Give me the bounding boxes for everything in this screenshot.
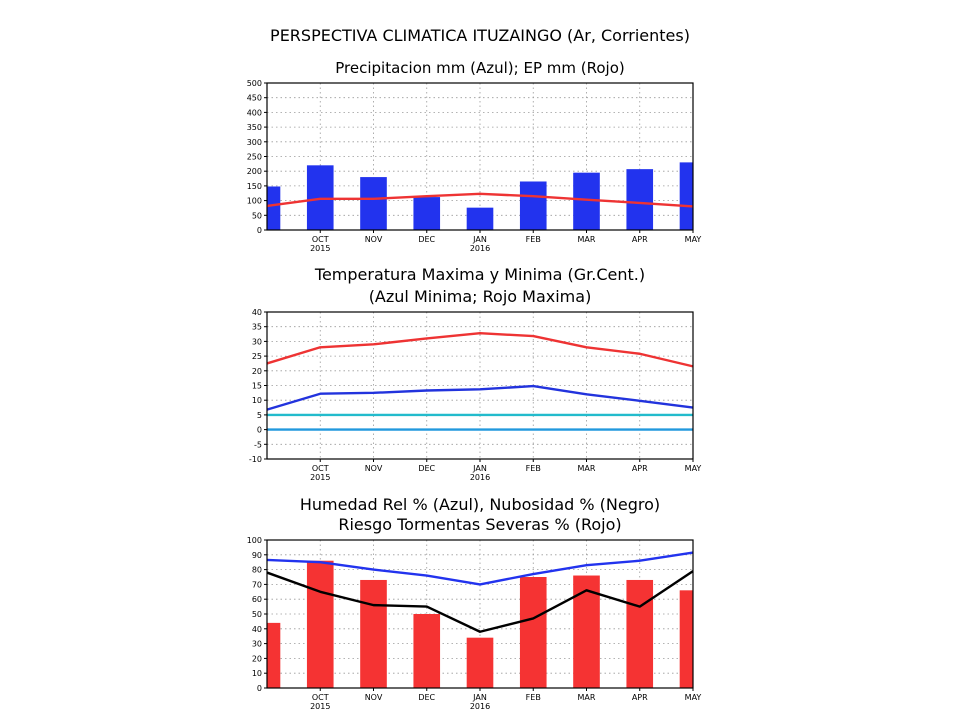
y-tick-label: 20: [252, 367, 262, 376]
x-tick-label: DEC: [418, 464, 435, 473]
bar-feb: [519, 181, 547, 230]
y-tick-label: 25: [252, 352, 262, 361]
chart-subtitle: Riesgo Tormentas Severas % (Rojo): [338, 515, 621, 534]
year-label: 2016: [470, 702, 490, 711]
y-tick-label: 30: [252, 640, 262, 649]
y-tick-label: 80: [252, 566, 262, 575]
x-tick-label: APR: [632, 693, 648, 702]
y-tick-label: 200: [247, 167, 262, 176]
bar-apr: [626, 169, 654, 230]
year-label: 2015: [310, 473, 330, 482]
y-tick-label: 100: [247, 536, 262, 545]
bar-may: [679, 590, 693, 688]
x-tick-label: APR: [632, 464, 648, 473]
year-label: 2016: [470, 244, 490, 253]
y-tick-label: 0: [257, 426, 262, 435]
bar-may: [679, 162, 693, 230]
chart-subtitle: (Azul Minima; Rojo Maxima): [369, 287, 592, 306]
y-tick-label: 90: [252, 551, 262, 560]
y-tick-label: 0: [257, 684, 262, 693]
y-tick-label: 500: [247, 79, 262, 88]
y-tick-label: 50: [252, 211, 262, 220]
x-tick-label: OCT: [312, 693, 329, 702]
y-tick-label: 350: [247, 123, 262, 132]
y-tick-label: 20: [252, 654, 262, 663]
x-tick-label: NOV: [365, 693, 383, 702]
chart-panel-3: Humedad Rel % (Azul), Nubosidad % (Negro…: [247, 495, 702, 711]
year-label: 2016: [470, 473, 490, 482]
bar-dec: [413, 197, 441, 230]
x-tick-label: MAR: [578, 464, 596, 473]
year-label: 2015: [310, 702, 330, 711]
y-tick-label: 400: [247, 108, 262, 117]
y-tick-label: 10: [252, 669, 262, 678]
y-tick-label: -5: [254, 440, 262, 449]
x-tick-label: NOV: [365, 235, 383, 244]
bar-oct: [306, 560, 334, 688]
x-tick-label: JAN: [472, 464, 487, 473]
y-tick-label: 250: [247, 153, 262, 162]
y-tick-label: 60: [252, 595, 262, 604]
bar-jan: [466, 207, 494, 230]
bar-nov: [360, 579, 387, 688]
y-tick-label: 30: [252, 337, 262, 346]
x-tick-label: JAN: [472, 235, 487, 244]
y-tick-label: 35: [252, 323, 262, 332]
chart-panel-1: Precipitacion mm (Azul); EP mm (Rojo) 0 50…: [247, 59, 702, 253]
x-tick-label: MAY: [685, 464, 702, 473]
x-tick-label: FEB: [526, 235, 541, 244]
main-title: PERSPECTIVA CLIMATICA ITUZAINGO (Ar, Cor…: [270, 26, 690, 45]
y-tick-label: 5: [257, 411, 262, 420]
bar-nov: [360, 177, 387, 230]
x-tick-label: FEB: [526, 464, 541, 473]
y-tick-label: -10: [249, 455, 262, 464]
x-tick-label: MAR: [578, 235, 596, 244]
y-tick-label: 450: [247, 94, 262, 103]
x-tick-label: OCT: [312, 464, 329, 473]
x-tick-label: MAY: [685, 235, 702, 244]
x-tick-label: JAN: [472, 693, 487, 702]
bar-jan: [466, 637, 494, 688]
x-tick-label: NOV: [365, 464, 383, 473]
x-tick-label: FEB: [526, 693, 541, 702]
bar-sep: [267, 186, 281, 230]
bar-dec: [413, 614, 441, 688]
bar-sep: [267, 622, 281, 688]
x-tick-label: MAY: [685, 693, 702, 702]
bar-feb: [519, 577, 547, 688]
chart-title: Precipitacion mm (Azul); EP mm (Rojo): [335, 59, 624, 77]
y-tick-label: 100: [247, 197, 262, 206]
y-tick-label: 0: [257, 226, 262, 235]
x-tick-label: MAR: [578, 693, 596, 702]
y-tick-label: 15: [252, 382, 262, 391]
y-tick-label: 40: [252, 625, 262, 634]
y-tick-label: 70: [252, 580, 262, 589]
y-tick-label: 40: [252, 308, 262, 317]
y-tick-label: 10: [252, 396, 262, 405]
y-tick-label: 300: [247, 138, 262, 147]
x-tick-label: DEC: [418, 235, 435, 244]
year-label: 2015: [310, 244, 330, 253]
series-line-1: [266, 331, 694, 368]
chart-panel-2: Temperatura Maxima y Minima (Gr.Cent.) (A…: [249, 265, 702, 482]
bar-apr: [626, 579, 654, 688]
y-tick-label: 150: [247, 182, 262, 191]
x-tick-label: OCT: [312, 235, 329, 244]
x-tick-label: APR: [632, 235, 648, 244]
x-tick-label: DEC: [418, 693, 435, 702]
y-tick-label: 50: [252, 610, 262, 619]
chart-title: Temperatura Maxima y Minima (Gr.Cent.): [314, 265, 645, 284]
chart-title: Humedad Rel % (Azul), Nubosidad % (Negro…: [300, 495, 660, 514]
